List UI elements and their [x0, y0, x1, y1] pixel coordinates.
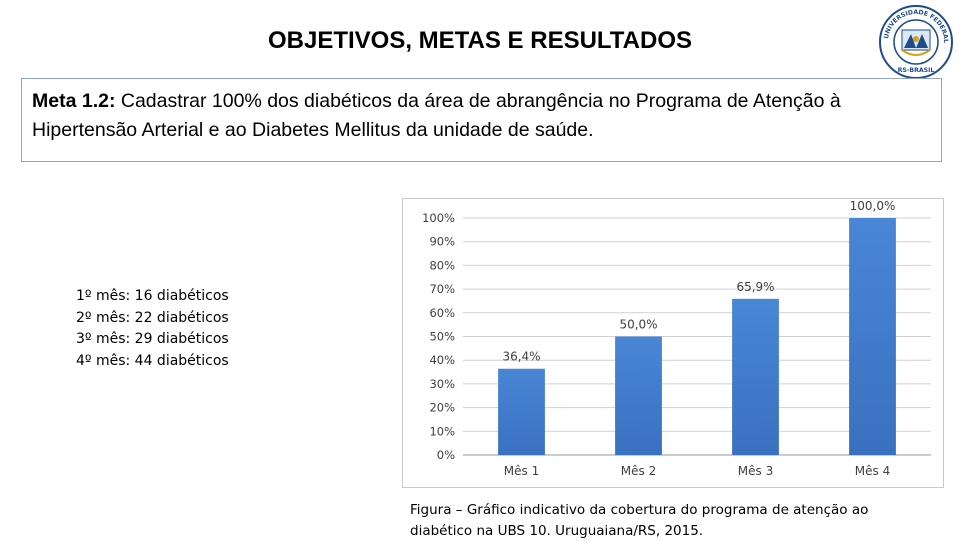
count-month-3: 3º mês: 29 diabéticos — [76, 331, 229, 347]
goal-box: Meta 1.2: Cadastrar 100% dos diabéticos … — [21, 78, 942, 162]
x-tick-label: Mês 4 — [855, 464, 890, 478]
y-tick-label: 100% — [422, 211, 455, 225]
y-tick-label: 50% — [429, 330, 455, 344]
count-month-1: 1º mês: 16 diabéticos — [76, 288, 229, 304]
university-seal-logo: UNIVERSIDADE FEDERAL DE PELOTAS RS-BRASI… — [878, 4, 953, 79]
y-tick-label: 0% — [437, 448, 455, 462]
x-tick-label: Mês 1 — [504, 464, 539, 478]
y-tick-label: 60% — [429, 306, 455, 320]
x-tick-label: Mês 3 — [738, 464, 773, 478]
y-tick-label: 80% — [429, 258, 455, 272]
goal-text: Cadastrar 100% dos diabéticos da área de… — [32, 90, 841, 141]
coverage-chart: 0% 10% 20% 30% 40% 50% 60% 70% 80% 90% 100% 36,4% Mê… — [402, 198, 944, 488]
data-label: 100,0% — [850, 199, 896, 213]
data-label: 65,9% — [736, 280, 774, 294]
bar-3 — [732, 298, 779, 455]
count-month-4: 4º mês: 44 diabéticos — [76, 352, 229, 369]
count-month-2: 2º mês: 22 diabéticos — [76, 309, 229, 326]
slide-title: OBJETIVOS, METAS E RESULTADOS — [267, 27, 693, 54]
y-tick-label: 10% — [429, 424, 455, 438]
y-tick-label: 20% — [429, 401, 455, 415]
bar-2 — [615, 336, 662, 455]
coverage-bar-chart: 0% 10% 20% 30% 40% 50% 60% 70% 80% 90% 100% 36,4% Mê… — [422, 199, 931, 478]
monthly-counts-list: 1º mês: 16 diabéticos 2º mês: 22 diabéti… — [76, 286, 229, 372]
svg-text:RS-BRASIL: RS-BRASIL — [898, 67, 935, 74]
bar-4 — [849, 218, 896, 455]
data-label: 36,4% — [502, 350, 540, 364]
data-label: 50,0% — [619, 318, 657, 332]
figure-caption: Figura – Gráfico indicativo da cobertura… — [410, 502, 869, 539]
y-tick-label: 30% — [429, 377, 455, 391]
x-tick-label: Mês 2 — [621, 464, 656, 478]
y-tick-label: 70% — [429, 282, 455, 296]
goal-label: Meta 1.2: — [32, 90, 116, 112]
y-tick-label: 40% — [429, 353, 455, 367]
bar-1 — [498, 368, 545, 455]
y-tick-label: 90% — [429, 235, 455, 249]
